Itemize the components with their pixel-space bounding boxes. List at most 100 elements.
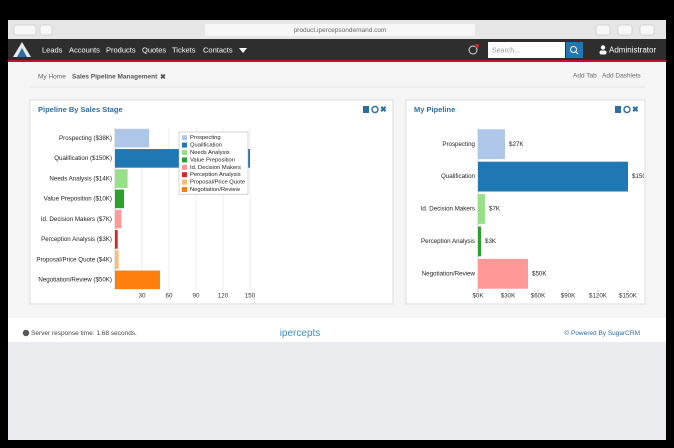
- y-tick-label: Perception Analysis ($3K): [41, 236, 112, 243]
- tab-action[interactable]: Add Tab: [573, 73, 597, 80]
- legend-label[interactable]: Needs Analysis: [190, 150, 230, 156]
- y-tick-label: Id. Decision Makers ($7K): [41, 216, 112, 223]
- legend-label[interactable]: Qualification: [190, 143, 222, 149]
- tab-action[interactable]: Add Dashlets: [602, 73, 641, 80]
- legend-label[interactable]: Prospecting: [190, 135, 221, 141]
- breadcrumb-home[interactable]: My Home: [38, 74, 66, 81]
- y-tick-label: Prospecting ($38K): [59, 135, 112, 142]
- dashlet-title: Pipeline By Sales Stage: [38, 105, 123, 114]
- y-tick-label: Value Preposition ($10K): [44, 196, 112, 203]
- nav-item[interactable]: Leads: [42, 45, 63, 54]
- bar: [115, 169, 128, 188]
- legend-swatch: [182, 164, 187, 170]
- url: product.ipercepsondemand.com: [294, 27, 387, 34]
- notification-badge: [475, 44, 479, 48]
- close-icon[interactable]: ✖: [632, 105, 639, 114]
- nav-item[interactable]: Contacts: [203, 45, 233, 54]
- legend-swatch: [182, 135, 187, 141]
- x-tick-label: 120: [218, 293, 229, 300]
- bar: [478, 226, 481, 257]
- legend-swatch: [182, 172, 187, 178]
- logo: [17, 48, 27, 57]
- data-label: $150K: [632, 173, 651, 180]
- dashlet-title: My Pipeline: [414, 105, 455, 114]
- nav-item[interactable]: Tickets: [172, 45, 196, 54]
- url-field[interactable]: [205, 24, 475, 36]
- bar: [478, 129, 505, 160]
- search-placeholder: Search...: [492, 47, 520, 54]
- search-input[interactable]: [488, 42, 565, 58]
- y-tick-label: Proposal/Price Quote ($4K): [36, 256, 112, 263]
- edit-icon[interactable]: [615, 106, 621, 113]
- legend-swatch: [182, 150, 187, 155]
- bar: [478, 258, 528, 289]
- nav-item[interactable]: Accounts: [69, 45, 100, 54]
- notification-icon[interactable]: [468, 45, 478, 55]
- x-tick-label: $60K: [531, 293, 546, 300]
- nav-item[interactable]: Products: [106, 45, 136, 54]
- close-tab[interactable]: ✖: [160, 73, 166, 81]
- browser-button[interactable]: [595, 24, 611, 36]
- server-time: Server response time: 1.68 seconds.: [31, 330, 137, 337]
- search-button[interactable]: [566, 42, 583, 58]
- data-label: $27K: [509, 141, 524, 148]
- user-icon: [600, 45, 606, 50]
- refresh-icon[interactable]: [623, 105, 631, 114]
- legend-label[interactable]: Proposal/Price Quote: [190, 180, 245, 186]
- legend-swatch: [182, 179, 187, 185]
- refresh-icon[interactable]: [371, 105, 379, 114]
- x-tick-label: 150: [245, 293, 256, 300]
- bar: [115, 270, 160, 290]
- nav-item[interactable]: Quotes: [142, 45, 166, 54]
- browser-button[interactable]: [639, 24, 655, 36]
- y-tick-label: Id. Decision Makers: [421, 206, 475, 213]
- legend-swatch: [182, 142, 187, 148]
- x-tick-label: 90: [193, 293, 200, 300]
- bar: [115, 128, 150, 148]
- bar: [115, 209, 122, 229]
- user-icon: [599, 50, 607, 55]
- nav-buttons[interactable]: [13, 24, 37, 36]
- x-tick-label: $150K: [619, 293, 638, 300]
- y-tick-label: Negotiation/Review ($50K): [38, 277, 112, 284]
- y-tick-label: Negotiation/Review: [422, 270, 476, 277]
- legend-label[interactable]: Negotiation/Review: [190, 187, 241, 193]
- x-tick-label: $30K: [501, 293, 516, 300]
- search-icon: [575, 51, 579, 55]
- user-menu[interactable]: Administrator: [609, 46, 656, 55]
- x-tick-label: 30: [139, 293, 146, 300]
- legend-label[interactable]: Perception Analysis: [190, 172, 241, 178]
- bar: [478, 194, 485, 224]
- footer: [8, 318, 666, 342]
- legend-swatch: [182, 187, 187, 192]
- y-tick-label: Prospecting: [442, 141, 475, 148]
- legend-swatch: [182, 157, 187, 163]
- legend-label[interactable]: Id. Decision Makers: [190, 165, 241, 171]
- y-tick-label: Needs Analysis ($14K): [49, 175, 112, 182]
- browser-button[interactable]: [617, 24, 633, 36]
- legend-label[interactable]: Value Preposition: [190, 157, 235, 163]
- search-icon: [570, 46, 577, 53]
- y-tick-label: Qualification ($150K): [54, 155, 112, 162]
- close-icon[interactable]: ✖: [380, 105, 387, 114]
- x-tick-label: $0K: [472, 293, 484, 300]
- data-label: $7K: [489, 206, 501, 213]
- data-label: $50K: [532, 270, 547, 277]
- more-menu[interactable]: [239, 48, 247, 53]
- bar: [115, 230, 118, 249]
- nav-accent: [8, 60, 666, 62]
- sidebar-button[interactable]: [39, 24, 53, 36]
- edit-icon[interactable]: [363, 106, 369, 113]
- globe-icon: [22, 329, 30, 337]
- brand-logo[interactable]: ipercepts: [280, 328, 321, 339]
- powered-by[interactable]: © Powered By SugarCRM: [564, 329, 640, 337]
- y-tick-label: Qualification: [441, 173, 476, 180]
- bar: [115, 250, 119, 269]
- bar: [115, 189, 124, 209]
- y-tick-label: Perception Analysis: [421, 238, 475, 245]
- breadcrumb-current[interactable]: Sales Pipeline Management: [72, 74, 158, 81]
- bar: [478, 161, 628, 192]
- x-tick-label: $120K: [589, 293, 608, 300]
- legend-box: [178, 131, 249, 195]
